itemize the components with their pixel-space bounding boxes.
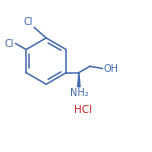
Text: NH₂: NH₂: [70, 88, 88, 98]
Polygon shape: [78, 73, 80, 87]
Text: OH: OH: [103, 64, 118, 74]
Text: Cl: Cl: [23, 17, 33, 27]
Text: Cl: Cl: [5, 39, 14, 48]
Text: HCl: HCl: [74, 105, 92, 116]
